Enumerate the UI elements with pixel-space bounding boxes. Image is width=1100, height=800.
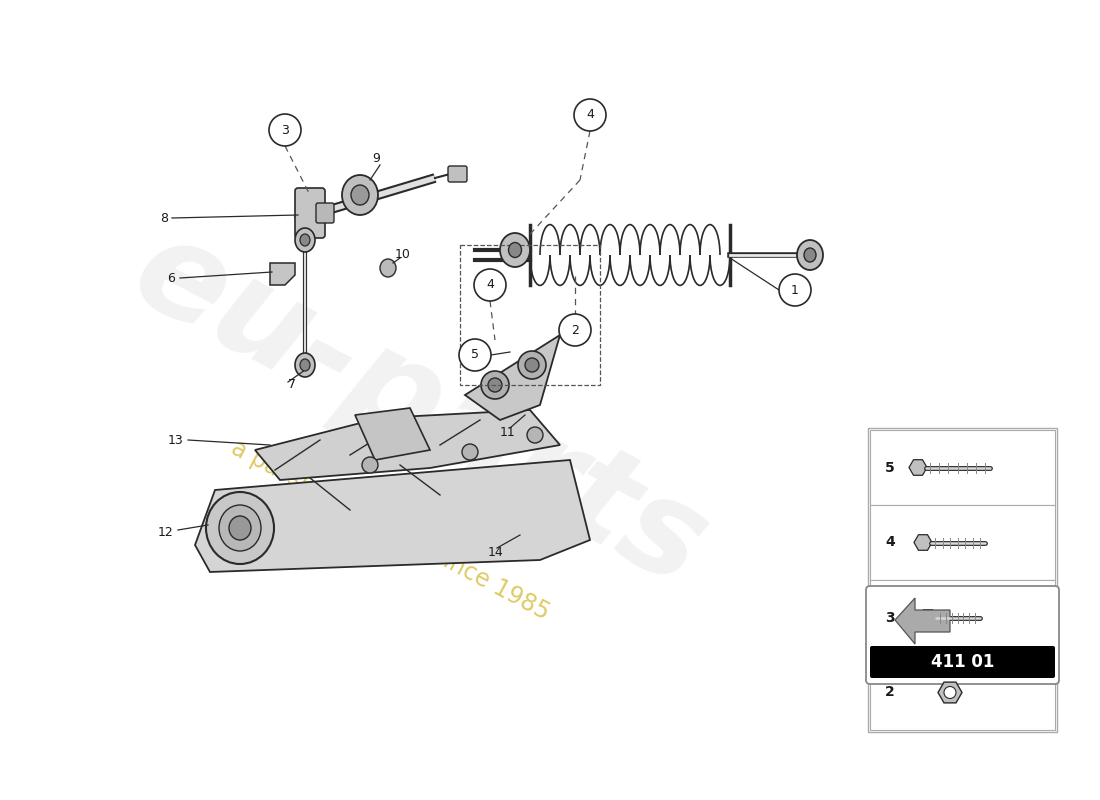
Circle shape [574, 99, 606, 131]
Polygon shape [255, 410, 560, 480]
FancyBboxPatch shape [870, 430, 1055, 505]
Polygon shape [195, 460, 590, 572]
Ellipse shape [500, 233, 530, 267]
Circle shape [488, 378, 502, 392]
Text: 3: 3 [886, 610, 894, 625]
Text: 5: 5 [471, 349, 478, 362]
Text: 6: 6 [167, 271, 175, 285]
Circle shape [525, 358, 539, 372]
Circle shape [459, 339, 491, 371]
Text: 5: 5 [886, 461, 894, 474]
Text: 11: 11 [500, 426, 516, 438]
Circle shape [481, 371, 509, 399]
Ellipse shape [295, 353, 315, 377]
Text: 13: 13 [167, 434, 183, 446]
FancyBboxPatch shape [866, 586, 1059, 684]
Text: 7: 7 [288, 378, 296, 391]
Circle shape [527, 427, 543, 443]
FancyBboxPatch shape [870, 505, 1055, 580]
Ellipse shape [229, 516, 251, 540]
Ellipse shape [342, 175, 378, 215]
Ellipse shape [206, 492, 274, 564]
Ellipse shape [219, 505, 261, 551]
Text: 4: 4 [586, 109, 594, 122]
Circle shape [944, 686, 956, 698]
Polygon shape [355, 408, 430, 460]
FancyBboxPatch shape [295, 188, 324, 238]
Polygon shape [465, 335, 560, 420]
Ellipse shape [379, 259, 396, 277]
FancyBboxPatch shape [870, 646, 1055, 678]
Ellipse shape [798, 240, 823, 270]
Text: 2: 2 [571, 323, 579, 337]
Circle shape [362, 457, 378, 473]
Ellipse shape [351, 185, 369, 205]
FancyBboxPatch shape [870, 580, 1055, 655]
Text: a passion for parts since 1985: a passion for parts since 1985 [227, 435, 553, 625]
Circle shape [474, 269, 506, 301]
Ellipse shape [300, 234, 310, 246]
FancyBboxPatch shape [316, 203, 334, 223]
Text: eu-parts: eu-parts [112, 206, 727, 614]
Text: 8: 8 [160, 211, 168, 225]
Text: 4: 4 [886, 535, 894, 550]
Ellipse shape [804, 248, 816, 262]
Text: 9: 9 [372, 151, 379, 165]
Text: 411 01: 411 01 [931, 653, 994, 671]
FancyBboxPatch shape [870, 655, 1055, 730]
Circle shape [518, 351, 546, 379]
Text: 14: 14 [488, 546, 504, 558]
Circle shape [559, 314, 591, 346]
Polygon shape [895, 598, 950, 644]
Text: 1: 1 [791, 283, 799, 297]
Ellipse shape [508, 242, 521, 258]
Ellipse shape [300, 359, 310, 371]
Text: 3: 3 [282, 123, 289, 137]
Polygon shape [270, 263, 295, 285]
Text: 2: 2 [886, 686, 894, 699]
Circle shape [462, 444, 478, 460]
Text: 12: 12 [157, 526, 173, 538]
FancyBboxPatch shape [868, 428, 1057, 732]
Circle shape [270, 114, 301, 146]
FancyBboxPatch shape [448, 166, 468, 182]
Circle shape [779, 274, 811, 306]
Ellipse shape [295, 228, 315, 252]
Text: 4: 4 [486, 278, 494, 291]
Text: 10: 10 [395, 249, 411, 262]
